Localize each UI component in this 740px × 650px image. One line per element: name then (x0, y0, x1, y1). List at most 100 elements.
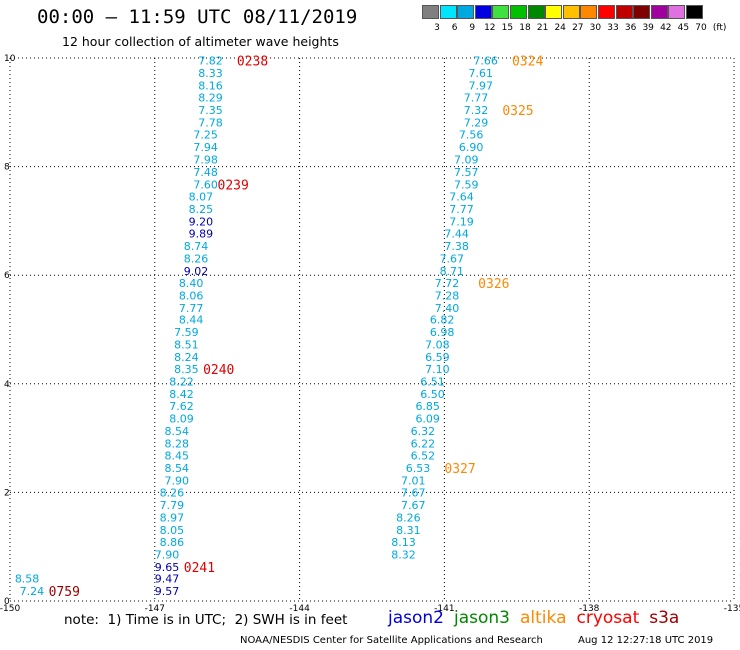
swh-data-point: 8.35 (174, 363, 199, 376)
swh-data-point: 7.90 (155, 548, 180, 561)
legend-label: 9 (469, 23, 476, 33)
swh-data-point: 8.06 (179, 289, 204, 302)
legend-label: 15 (501, 23, 514, 33)
swh-data-point: 7.77 (179, 302, 204, 315)
y-tick-label: 2 (4, 488, 10, 498)
legend-label: 45 (677, 23, 690, 33)
pass-time-label: 0239 (218, 179, 249, 194)
swh-data-point: 6.32 (411, 425, 436, 438)
swh-data-point: 6.22 (411, 438, 436, 451)
swh-data-point: 7.2 (739, 573, 740, 586)
legend-swatch (686, 5, 703, 19)
swh-data-point: 6.98 (430, 326, 455, 339)
swh-data-point: 7.38 (444, 240, 469, 253)
legend-label: 70 (695, 23, 707, 33)
y-tick-label: 6 (4, 271, 10, 281)
swh-data-point: 7.10 (425, 363, 450, 376)
swh-data-point: 8.28 (164, 438, 189, 451)
swh-data-point: 8.51 (174, 339, 199, 352)
swh-data-point: 7 (739, 548, 740, 561)
chart-title: 00:00 – 11:59 UTC 08/11/2019 (37, 6, 358, 28)
swh-data-point: 7.28 (435, 289, 460, 302)
swh-data-point: 7.40 (435, 302, 460, 315)
swh-data-point: 7.57 (454, 166, 479, 179)
swh-data-point: 8.24 (174, 351, 199, 364)
legend-swatch (492, 5, 510, 19)
swh-data-point: 7.97 (469, 80, 494, 93)
swh-data-point: 7.56 (459, 129, 484, 142)
swh-data-point: 9.57 (155, 585, 180, 598)
swh-data-point: 8.54 (164, 425, 189, 438)
swh-data-point: 8.22 (169, 376, 194, 389)
satellite-label: altika (520, 608, 567, 628)
swh-data-point: 7.25 (193, 129, 218, 142)
legend-swatch (545, 5, 563, 19)
swh-data-point: 8.05 (160, 524, 185, 537)
swh-data-point: 8.71 (440, 265, 465, 278)
swh-data-point: 7.62 (169, 400, 194, 413)
legend-label: 42 (660, 23, 672, 33)
swh-data-point: 8.26 (396, 511, 421, 524)
swh-data-point: 6.90 (459, 141, 484, 154)
swh-data-point: 7.67 (440, 252, 465, 265)
legend-swatch (580, 5, 598, 19)
legend-label: 27 (572, 23, 584, 33)
legend-swatch (439, 5, 457, 19)
x-tick-label: -147 (145, 604, 165, 614)
color-legend: 3 6 9 12 15 18 21 24 27 30 33 36 39 42 45 70 (ft) (422, 5, 730, 35)
swh-data-point: 6.09 (415, 413, 440, 426)
legend-label: 36 (624, 23, 637, 33)
swh-data-point: 8.16 (198, 80, 223, 93)
legend-swatch (474, 5, 492, 19)
swh-data-point: 7.79 (160, 499, 185, 512)
swh-data-point: 7.67 (401, 486, 426, 499)
legend-swatch (633, 5, 651, 19)
pass-time-label: 0241 (184, 561, 215, 576)
legend-swatch (457, 5, 475, 19)
y-tick-label: 8 (4, 163, 10, 173)
swh-data-point: 7.61 (469, 67, 494, 80)
legend-label: 3 (434, 23, 440, 33)
swh-data-point: 6.53 (406, 462, 431, 475)
legend-label: 12 (484, 23, 496, 33)
swh-data-point: 6.52 (411, 449, 436, 462)
legend-label: 39 (642, 23, 654, 33)
y-tick-label: 0 (4, 597, 10, 607)
swh-data-point: 7.19 (449, 215, 474, 228)
swh-data-point: 7.24 (20, 585, 45, 598)
swh-data-point: 7.35 (198, 104, 223, 117)
pass-time-label: 0327 (444, 462, 475, 477)
swh-data-point: 7.94 (193, 141, 218, 154)
swh-data-point: 7.90 (164, 474, 189, 487)
swh-data-point: 7.09 (454, 154, 479, 167)
x-tick-label: -150 (0, 604, 20, 614)
swh-data-point: 8.97 (160, 511, 185, 524)
swh-data-point: 8.25 (189, 203, 214, 216)
credit-text: NOAA/NESDIS Center for Satellite Applica… (240, 635, 543, 646)
legend-label: 33 (607, 23, 619, 33)
legend-label: 18 (519, 23, 531, 33)
swh-data-point: 7.98 (193, 154, 218, 167)
swh-data-point: 7.77 (464, 92, 489, 105)
swh-data-point: 7.64 (449, 190, 474, 203)
satellite-label: jason2 (388, 608, 444, 628)
satellite-label: jason3 (454, 608, 510, 628)
footer-note: note: 1) Time is in UTC; 2) SWH is in fe… (64, 612, 348, 628)
satellite-legend: jason2 jason3 altika cryosat s3a (388, 608, 689, 628)
swh-data-point: 6.51 (420, 376, 445, 389)
swh-data-point: 7.59 (454, 179, 479, 192)
swh-data-point: 8.31 (396, 524, 421, 537)
satellite-label: s3a (649, 608, 680, 628)
swh-data-point: 8.42 (169, 388, 194, 401)
legend-label: 21 (536, 23, 549, 33)
pass-time-label: 0326 (478, 277, 509, 292)
swh-data-point: 6.82 (430, 314, 455, 327)
legend-label: 30 (589, 23, 602, 33)
swh-data-point: 7.72 (435, 277, 460, 290)
y-tick-label: 10 (4, 54, 16, 64)
legend-swatch (422, 5, 439, 19)
satellite-label: cryosat (576, 608, 640, 628)
swh-data-point: 7.66 (473, 55, 498, 68)
swh-data-point: 9.02 (184, 265, 209, 278)
swh-data-point: 7.01 (401, 474, 426, 487)
